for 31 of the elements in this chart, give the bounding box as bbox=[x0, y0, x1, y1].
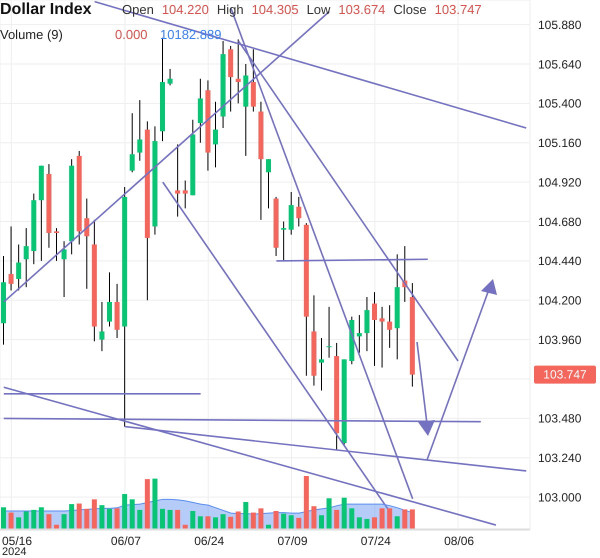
x-tick-label: 07/24 bbox=[360, 534, 392, 548]
y-tick-label: 104.680 bbox=[538, 214, 582, 229]
y-tick-label: 105.160 bbox=[538, 136, 582, 150]
annotation: 103.674 bbox=[338, 2, 386, 17]
annotation: 103.747 bbox=[434, 2, 482, 17]
y-tick-label: 104.920 bbox=[538, 175, 582, 190]
y-tick-label: 103.000 bbox=[538, 490, 582, 504]
annotation: Open bbox=[122, 2, 154, 17]
annotation: 104.220 bbox=[162, 2, 209, 17]
y-tick-label: 103.240 bbox=[538, 451, 582, 466]
x-tick-label: 07/09 bbox=[278, 534, 308, 548]
y-tick-label: 103.480 bbox=[538, 412, 582, 426]
chart-title: Dollar Index bbox=[0, 1, 92, 19]
y-tick-label: 105.400 bbox=[538, 96, 582, 111]
y-tick-label: 104.440 bbox=[538, 254, 582, 268]
x-tick-label: 06/07 bbox=[110, 534, 142, 548]
annotation: High bbox=[216, 2, 244, 17]
text: 2024 bbox=[2, 546, 26, 558]
text: 103.747 bbox=[543, 368, 588, 382]
chart-title: Volume (9) bbox=[0, 27, 64, 42]
annotation: 0.000 bbox=[115, 27, 149, 42]
annotation: Close bbox=[393, 2, 427, 17]
x-tick-label: 08/06 bbox=[444, 534, 474, 548]
x-tick-label: 05/16 bbox=[2, 534, 32, 548]
annotation: Low bbox=[306, 2, 330, 17]
y-tick-label: 105.640 bbox=[538, 57, 582, 72]
annotation: 104.305 bbox=[252, 2, 299, 17]
x-tick-label: 06/24 bbox=[194, 534, 225, 548]
y-tick-label: 103.960 bbox=[538, 332, 582, 347]
y-tick-label: 105.880 bbox=[538, 18, 582, 32]
y-tick-label: 104.200 bbox=[538, 294, 582, 308]
